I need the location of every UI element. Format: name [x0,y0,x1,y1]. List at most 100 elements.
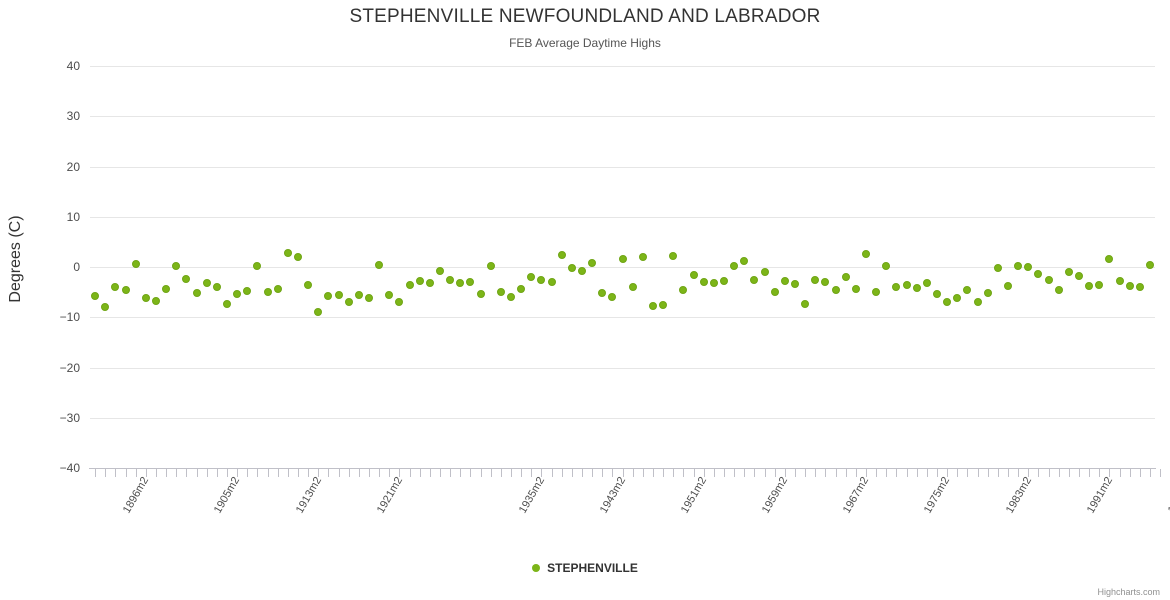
data-point[interactable] [1085,282,1094,291]
data-point[interactable] [953,294,962,303]
data-point[interactable] [182,275,191,284]
data-point[interactable] [354,291,363,300]
data-point[interactable] [770,288,779,297]
data-point[interactable] [689,271,698,280]
data-point[interactable] [141,294,150,303]
data-point[interactable] [588,259,597,268]
data-point[interactable] [405,281,414,290]
data-point[interactable] [334,291,343,300]
data-point[interactable] [1003,282,1012,291]
data-point[interactable] [1105,254,1114,263]
data-point[interactable] [679,286,688,295]
data-point[interactable] [851,285,860,294]
data-point[interactable] [466,278,475,287]
data-point[interactable] [638,252,647,261]
data-point[interactable] [293,253,302,262]
data-point[interactable] [1074,272,1083,281]
data-point[interactable] [395,298,404,307]
data-point[interactable] [628,283,637,292]
data-point[interactable] [202,279,211,288]
data-point[interactable] [932,290,941,299]
data-point[interactable] [263,288,272,297]
data-point[interactable] [151,297,160,306]
data-point[interactable] [233,290,242,299]
data-point[interactable] [861,249,870,258]
data-point[interactable] [496,287,505,296]
data-point[interactable] [212,283,221,292]
data-point[interactable] [1095,281,1104,290]
data-point[interactable] [821,278,830,287]
data-point[interactable] [131,260,140,269]
data-point[interactable] [963,286,972,295]
data-point[interactable] [557,250,566,259]
data-point[interactable] [162,285,171,294]
data-point[interactable] [101,303,110,312]
data-point[interactable] [750,275,759,284]
data-point[interactable] [1125,281,1134,290]
data-point[interactable] [476,290,485,299]
data-point[interactable] [669,252,678,261]
data-point[interactable] [882,262,891,271]
data-point[interactable] [304,281,313,290]
data-point[interactable] [577,266,586,275]
data-point[interactable] [253,261,262,270]
data-point[interactable] [537,276,546,285]
data-point[interactable] [243,287,252,296]
data-point[interactable] [719,277,728,286]
data-point[interactable] [344,298,353,307]
data-point[interactable] [993,263,1002,272]
data-point[interactable] [1044,276,1053,285]
data-point[interactable] [872,288,881,297]
legend-item-stephenville[interactable]: STEPHENVILLE [532,561,638,575]
data-point[interactable] [364,294,373,303]
data-point[interactable] [567,264,576,272]
data-point[interactable] [608,293,617,302]
data-point[interactable] [283,249,292,258]
data-point[interactable] [375,261,384,270]
data-point[interactable] [831,286,840,295]
data-point[interactable] [415,277,424,286]
data-point[interactable] [801,300,810,309]
data-point[interactable] [527,273,536,282]
data-point[interactable] [841,273,850,282]
data-point[interactable] [314,308,323,317]
data-point[interactable] [385,291,394,300]
data-point[interactable] [760,268,769,277]
data-point[interactable] [1034,270,1043,279]
data-point[interactable] [618,255,627,264]
data-point[interactable] [121,286,130,295]
data-point[interactable] [912,284,921,293]
data-point[interactable] [780,277,789,286]
data-point[interactable] [91,292,100,301]
data-point[interactable] [598,289,607,298]
data-point[interactable] [811,276,820,285]
data-point[interactable] [547,278,556,287]
data-point[interactable] [1014,261,1023,270]
data-point[interactable] [983,289,992,298]
data-point[interactable] [222,300,231,309]
data-point[interactable] [1064,267,1073,276]
data-point[interactable] [648,301,657,310]
highcharts-credit-link[interactable]: Highcharts.com [1097,587,1160,597]
data-point[interactable] [730,262,739,271]
data-point[interactable] [740,256,749,265]
data-point[interactable] [943,297,952,306]
data-point[interactable] [435,267,444,276]
data-point[interactable] [973,298,982,307]
data-point[interactable] [1135,283,1144,292]
data-point[interactable] [709,279,718,288]
data-point[interactable] [517,285,526,294]
data-point[interactable] [790,280,799,289]
data-point[interactable] [1145,260,1154,269]
data-point[interactable] [506,293,515,302]
data-point[interactable] [659,300,668,309]
data-point[interactable] [902,281,911,290]
data-point[interactable] [425,279,434,288]
data-point[interactable] [1054,286,1063,295]
data-point[interactable] [1115,277,1124,286]
data-point[interactable] [486,262,495,271]
data-point[interactable] [273,285,282,294]
data-point[interactable] [324,292,333,301]
data-point[interactable] [172,261,181,270]
data-point[interactable] [111,283,120,292]
